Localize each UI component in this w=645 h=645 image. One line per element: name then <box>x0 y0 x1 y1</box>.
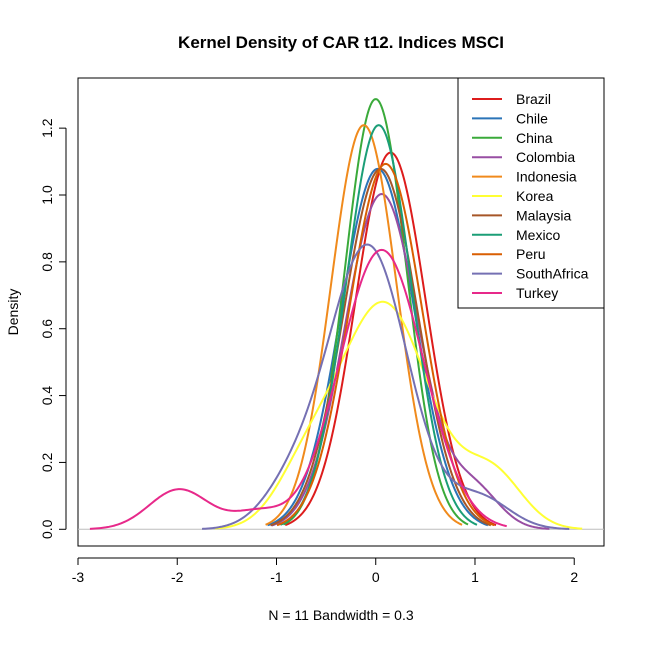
legend-label: China <box>516 130 553 146</box>
plot-frame <box>77 77 605 547</box>
y-axis-label: Density <box>5 289 21 336</box>
density-line-turkey <box>89 248 507 530</box>
density-line-korea <box>214 300 583 530</box>
x-tick-label: -2 <box>171 569 184 585</box>
legend-label: Colombia <box>516 149 575 165</box>
x-axis: -3 -2 -1 0 1 2 <box>72 557 578 585</box>
legend-label: Peru <box>516 246 546 262</box>
legend-label: SouthAfrica <box>516 266 589 282</box>
legend-box <box>457 77 605 309</box>
x-tick-label: -3 <box>72 569 85 585</box>
density-curves <box>89 98 583 530</box>
x-axis-label: N = 11 Bandwidth = 0.3 <box>268 607 413 623</box>
x-tick-label: 1 <box>471 569 479 585</box>
y-tick-label: 1.0 <box>39 185 55 205</box>
legend-label: Chile <box>516 110 548 126</box>
density-line-peru <box>276 162 495 527</box>
y-tick-label: 0.0 <box>39 519 55 539</box>
x-tick-label: -1 <box>270 569 283 585</box>
legend-label: Brazil <box>516 91 551 107</box>
y-tick-label: 0.2 <box>39 452 55 472</box>
legend-label: Malaysia <box>516 207 571 223</box>
y-tick-label: 0.4 <box>39 386 55 406</box>
y-tick-label: 1.2 <box>39 118 55 138</box>
x-tick-label: 2 <box>570 569 578 585</box>
legend: Brazil Chile China Colombia Indonesia Korea Ma… <box>457 77 605 309</box>
density-line-indonesia <box>265 124 463 526</box>
x-tick-label: 0 <box>372 569 380 585</box>
density-line-southafrica <box>202 243 570 530</box>
y-axis: 0.0 0.2 0.4 0.6 0.8 1.0 1.2 <box>39 118 67 539</box>
legend-label: Turkey <box>516 285 558 301</box>
y-tick-label: 0.6 <box>39 319 55 339</box>
y-tick-label: 0.8 <box>39 252 55 272</box>
legend-label: Indonesia <box>516 169 577 185</box>
legend-label: Mexico <box>516 227 561 243</box>
density-line-mexico <box>280 124 478 526</box>
legend-label: Korea <box>516 188 554 204</box>
chart-title: Kernel Density of CAR t12. Indices MSCI <box>178 33 504 52</box>
